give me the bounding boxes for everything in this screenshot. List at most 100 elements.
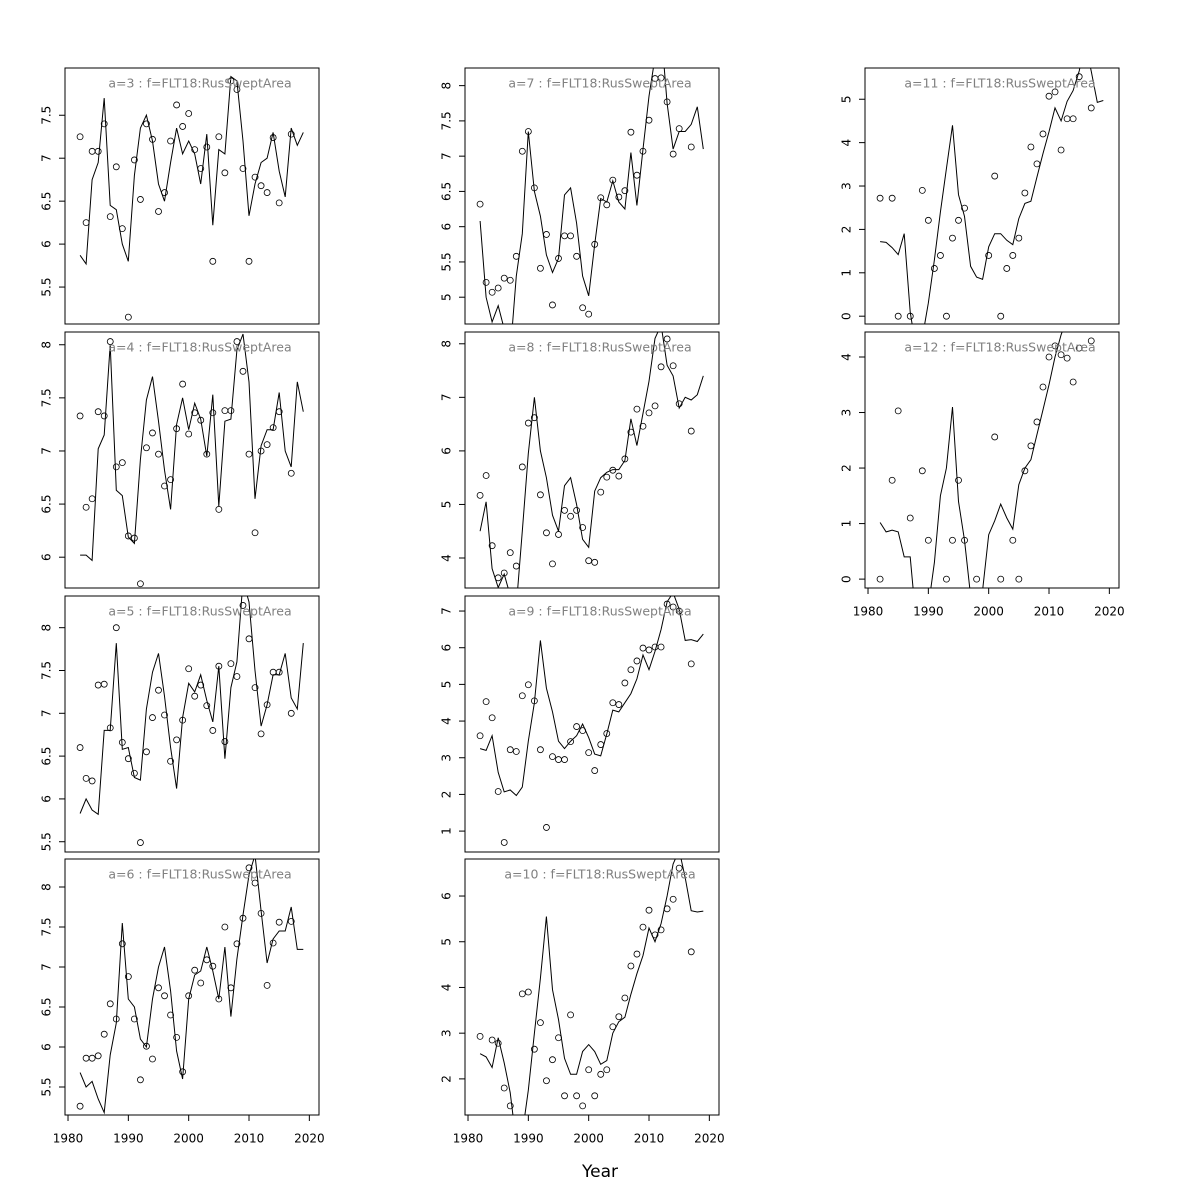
observed-point (906, 514, 914, 522)
observed-point (537, 491, 544, 499)
x-tick-label: 2000 (173, 1132, 204, 1146)
panel-frame (864, 331, 1120, 589)
observed-point (591, 558, 599, 566)
observed-point (1033, 160, 1041, 168)
observed-point (621, 679, 629, 687)
observed-point (130, 534, 138, 542)
observed-point (657, 643, 665, 651)
observed-point (603, 201, 611, 209)
x-tick-label: 2000 (573, 1132, 604, 1146)
observed-point (185, 665, 193, 673)
x-tick-label: 2020 (1094, 605, 1125, 619)
observed-point (149, 135, 156, 143)
observed-point (221, 738, 229, 745)
observed-point (687, 427, 695, 435)
observed-point (155, 686, 162, 694)
observed-point (76, 1102, 84, 1110)
observed-point (287, 918, 295, 925)
y-tick-label: 8 (40, 341, 54, 349)
observed-point (221, 923, 229, 931)
observed-point (137, 196, 144, 203)
y-tick-label: 7 (40, 963, 54, 971)
observed-point (215, 662, 223, 670)
observed-point (663, 905, 671, 913)
observed-point (645, 116, 653, 124)
y-tick-label: 3 (440, 754, 454, 762)
observed-point (669, 895, 677, 903)
panel-frame (864, 67, 1120, 325)
observed-point (530, 414, 538, 422)
y-tick-label: 5.5 (40, 278, 54, 297)
observed-point (943, 575, 950, 583)
observed-point (621, 455, 629, 463)
observed-point (1045, 353, 1053, 361)
observed-point (100, 1030, 108, 1038)
observed-point (1003, 265, 1011, 272)
plot-area (876, 332, 1095, 588)
observed-point (251, 173, 259, 181)
observed-point (549, 560, 556, 568)
observed-point (149, 1055, 156, 1063)
observed-point (239, 367, 247, 375)
y-tick-label: 5.5 (40, 1077, 54, 1096)
y-tick-label: 4 (440, 717, 454, 725)
y-tick-label: 1 (840, 269, 854, 277)
observed-point (621, 994, 629, 1002)
observed-point (287, 130, 295, 138)
observed-point (609, 176, 617, 184)
observed-point (518, 147, 526, 155)
observed-point (537, 264, 544, 272)
observed-point (257, 730, 265, 738)
panel-frame (64, 331, 320, 589)
observed-point (88, 777, 96, 785)
x-tick-label: 1980 (453, 1132, 484, 1146)
observed-point (257, 910, 265, 917)
y-tick-label: 6 (440, 644, 454, 652)
observed-point (609, 1023, 617, 1031)
observed-point (263, 441, 271, 448)
observed-point (888, 476, 896, 484)
observed-point (215, 133, 223, 141)
observed-point (143, 120, 150, 128)
observed-point (876, 194, 884, 202)
observed-point (888, 194, 896, 202)
observed-point (112, 624, 120, 632)
y-tick-label: 4 (440, 554, 454, 562)
observed-point (537, 746, 544, 754)
observed-point (233, 940, 241, 948)
observed-point (530, 697, 538, 705)
observed-point (149, 429, 156, 437)
y-tick-label: 6.5 (40, 192, 54, 211)
fit-line (79, 596, 304, 816)
plot-area (476, 596, 704, 846)
observed-point (94, 681, 102, 689)
observed-point (227, 660, 235, 668)
observed-point (518, 692, 526, 700)
panel-frame (464, 67, 720, 325)
observed-point (476, 200, 484, 208)
observed-point (1063, 115, 1071, 123)
panel-title: a=10 : f=FLT18:RusSweptArea (504, 867, 695, 882)
observed-point (167, 476, 174, 484)
observed-point (657, 363, 665, 371)
observed-point (179, 1068, 187, 1076)
x-tick-label: 1990 (913, 605, 944, 619)
observed-point (1069, 115, 1077, 123)
x-tick-label: 2000 (973, 605, 1004, 619)
observed-point (561, 506, 568, 514)
observed-point (488, 1036, 496, 1044)
observed-point (155, 208, 162, 215)
y-tick-label: 7.5 (40, 661, 54, 680)
observed-point (597, 194, 605, 202)
observed-point (1033, 418, 1041, 426)
observed-point (94, 1052, 102, 1060)
y-tick-label: 0 (840, 575, 854, 583)
y-tick-label: 6 (40, 553, 54, 561)
observed-point (161, 711, 168, 719)
observed-point (494, 284, 502, 292)
observed-point (149, 714, 156, 721)
y-tick-label: 6 (40, 240, 54, 248)
observed-point (233, 86, 241, 93)
panel-title: a=9 : f=FLT18:RusSweptArea (508, 604, 691, 619)
observed-point (482, 472, 490, 479)
